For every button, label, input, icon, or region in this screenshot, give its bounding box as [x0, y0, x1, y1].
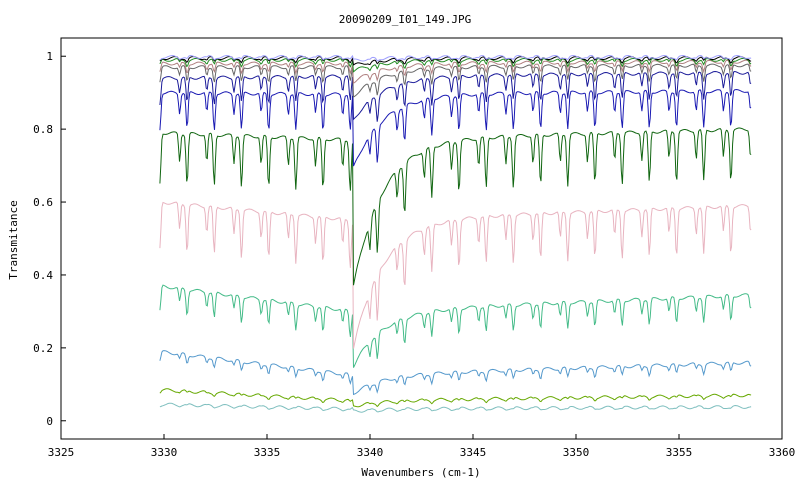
series-line-13 — [159, 54, 752, 62]
x-tick-label: 3325 — [48, 446, 75, 459]
series-line-5 — [159, 201, 752, 349]
y-axis-label: Transmitance — [7, 200, 20, 279]
x-tick-label: 3345 — [460, 446, 487, 459]
series-line-7 — [159, 88, 752, 167]
series-line-3 — [159, 350, 752, 396]
series-line-11 — [159, 57, 752, 73]
series-line-1 — [159, 402, 752, 413]
series-line-8 — [159, 70, 752, 122]
series-line-4 — [159, 284, 752, 368]
x-axis-label: Wavenumbers (cm-1) — [361, 466, 480, 479]
x-tick-label: 3360 — [769, 446, 796, 459]
series-group — [159, 54, 752, 413]
y-tick-label: 0.6 — [33, 196, 53, 209]
series-line-9 — [159, 63, 752, 98]
x-tick-label: 3335 — [254, 446, 281, 459]
y-tick-label: 0.2 — [33, 342, 53, 355]
x-tick-label: 3340 — [357, 446, 384, 459]
x-tick-label: 3350 — [563, 446, 590, 459]
y-tick-label: 0.4 — [33, 269, 53, 282]
y-axis-ticks: 0 0.2 0.4 0.6 0.8 1 — [33, 50, 66, 428]
x-tick-label: 3355 — [666, 446, 693, 459]
plot-area — [60, 37, 783, 440]
series-line-10 — [159, 59, 752, 85]
series-line-6 — [159, 127, 752, 286]
chart-title: 20090209_I01_149.JPG — [339, 13, 471, 26]
x-axis-ticks: 3325 3330 3335 3340 3345 3350 3355 3360 — [48, 434, 796, 459]
x-tick-label: 3330 — [151, 446, 178, 459]
y-tick-label: 0.8 — [33, 123, 53, 136]
y-tick-label: 1 — [46, 50, 53, 63]
series-line-2 — [159, 388, 752, 408]
y-tick-label: 0 — [46, 415, 53, 428]
